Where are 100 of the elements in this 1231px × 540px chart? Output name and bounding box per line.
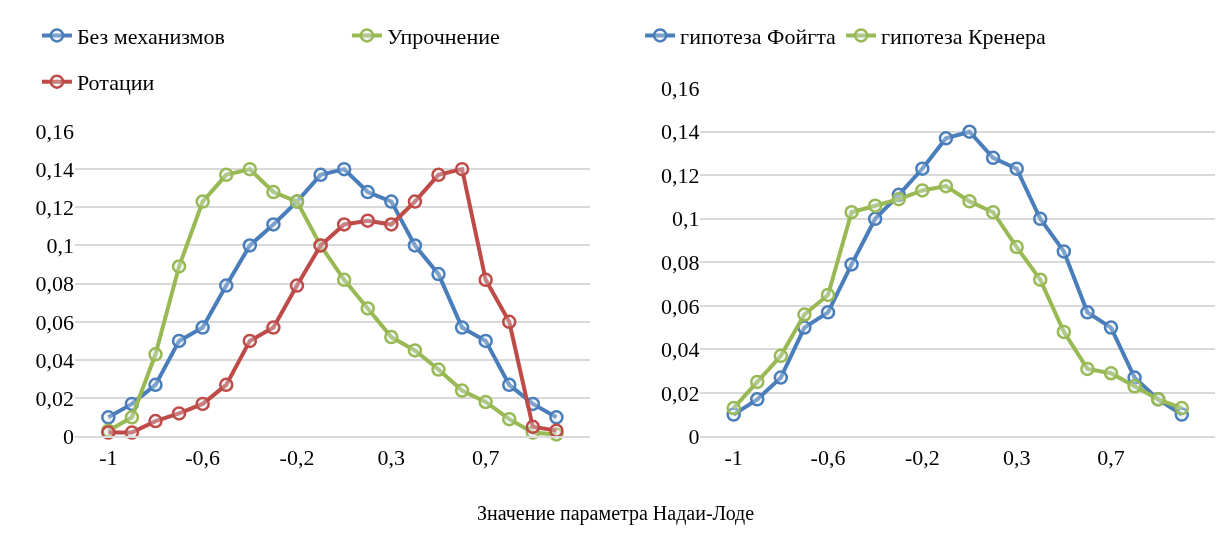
point bbox=[242, 238, 258, 253]
point bbox=[478, 333, 493, 349]
point bbox=[454, 161, 470, 177]
point bbox=[289, 278, 305, 293]
point bbox=[124, 410, 140, 425]
point bbox=[820, 287, 836, 303]
x-tick-label: -1 bbox=[724, 444, 743, 470]
x-tick-label: -1 bbox=[99, 444, 118, 470]
point bbox=[985, 150, 1001, 166]
point bbox=[219, 278, 234, 293]
point bbox=[478, 394, 493, 410]
point bbox=[266, 217, 281, 232]
point bbox=[407, 343, 423, 358]
point bbox=[171, 259, 187, 274]
point bbox=[336, 217, 352, 232]
point bbox=[891, 191, 907, 207]
point bbox=[750, 374, 765, 390]
y-tick-label: 0,02 bbox=[35, 385, 75, 411]
point bbox=[844, 204, 859, 220]
point bbox=[1056, 244, 1072, 259]
point bbox=[502, 377, 517, 393]
point bbox=[1103, 366, 1119, 381]
y-tick-label: 0,06 bbox=[35, 309, 75, 335]
point bbox=[1174, 400, 1190, 416]
y-tick-label: 0,12 bbox=[660, 162, 700, 188]
point bbox=[195, 194, 210, 209]
point bbox=[360, 301, 375, 316]
y-tick-label: 0,02 bbox=[660, 380, 700, 406]
point bbox=[171, 406, 187, 421]
y-tick-label: 0,06 bbox=[660, 293, 700, 319]
legend-label: гипотеза Фойгта bbox=[680, 23, 837, 49]
point bbox=[242, 333, 258, 349]
y-tick-label: 0,12 bbox=[35, 195, 75, 221]
point bbox=[1056, 324, 1072, 340]
point bbox=[266, 184, 281, 200]
point bbox=[726, 400, 741, 416]
y-tick-label: 0,16 bbox=[660, 75, 700, 101]
point bbox=[549, 410, 564, 425]
point bbox=[1127, 379, 1142, 394]
x-tick-label: -0,6 bbox=[810, 444, 846, 470]
y-tick-label: 0,14 bbox=[35, 156, 75, 182]
x-axis-title: Значение параметра Надаи-Лоде bbox=[477, 502, 755, 525]
point bbox=[431, 266, 446, 282]
point bbox=[867, 198, 883, 213]
point bbox=[1033, 211, 1048, 227]
point bbox=[962, 194, 977, 209]
point bbox=[360, 213, 375, 228]
point bbox=[313, 167, 328, 183]
point bbox=[148, 377, 163, 393]
legend-label: Без механизмов bbox=[76, 23, 225, 49]
y-tick-label: 0,04 bbox=[35, 347, 75, 373]
y-tick-label: 0 bbox=[63, 424, 75, 450]
point bbox=[1033, 272, 1048, 287]
point bbox=[502, 314, 517, 330]
point bbox=[171, 333, 187, 349]
x-tick-label: -0,2 bbox=[904, 444, 940, 470]
point bbox=[407, 238, 423, 253]
y-tick-label: 0,04 bbox=[660, 337, 700, 363]
point bbox=[1080, 361, 1095, 377]
point bbox=[478, 272, 493, 288]
point bbox=[1103, 320, 1119, 335]
point bbox=[219, 167, 234, 183]
y-tick-label: 0,14 bbox=[660, 119, 700, 145]
y-tick-label: 0,16 bbox=[35, 118, 75, 144]
point bbox=[525, 419, 541, 435]
y-tick-label: 0,08 bbox=[660, 249, 700, 275]
point bbox=[384, 194, 399, 209]
point bbox=[915, 161, 930, 176]
legend-label: Ротации bbox=[76, 70, 155, 96]
point bbox=[797, 307, 812, 322]
point bbox=[148, 413, 163, 429]
x-tick-label: -0,6 bbox=[185, 444, 221, 470]
point bbox=[985, 204, 1001, 220]
y-tick-label: 0,1 bbox=[46, 233, 75, 259]
y-tick-label: 0,08 bbox=[35, 271, 75, 297]
point bbox=[219, 377, 234, 393]
point bbox=[101, 410, 116, 425]
point bbox=[773, 370, 789, 385]
point bbox=[266, 320, 281, 335]
point bbox=[773, 348, 789, 364]
legend-label: гипотеза Кренера bbox=[881, 23, 1046, 49]
point bbox=[384, 329, 399, 345]
point bbox=[336, 272, 352, 288]
point bbox=[454, 383, 470, 398]
point bbox=[1009, 161, 1024, 176]
point bbox=[384, 217, 399, 232]
point bbox=[502, 411, 517, 427]
point bbox=[750, 392, 765, 407]
point bbox=[431, 362, 446, 377]
y-tick-label: 0 bbox=[688, 424, 700, 450]
point bbox=[1009, 239, 1024, 255]
x-tick-label: -0,2 bbox=[279, 444, 315, 470]
x-tick-label: 0,7 bbox=[471, 444, 500, 470]
point bbox=[844, 257, 859, 272]
x-tick-label: 0,3 bbox=[377, 444, 406, 470]
point bbox=[915, 183, 930, 198]
point bbox=[195, 396, 210, 412]
y-tick-label: 0,1 bbox=[671, 206, 700, 232]
point bbox=[148, 347, 163, 362]
point bbox=[1080, 305, 1095, 320]
